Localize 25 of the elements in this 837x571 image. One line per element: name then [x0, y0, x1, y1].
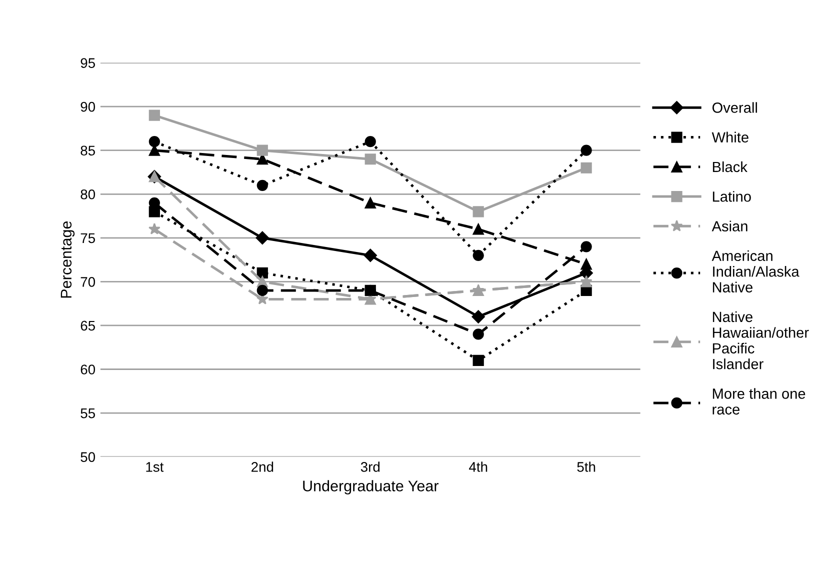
legend-label: Native Hawaiian/other Pacific Islander	[712, 311, 809, 370]
y-tick-label: 95	[80, 58, 95, 68]
legend-label: White	[712, 132, 748, 143]
x-tick-label: 3rd	[360, 462, 380, 472]
y-tick-label: 75	[80, 233, 95, 244]
y-tick-label: 70	[80, 277, 96, 287]
x-tick-label: 1st	[146, 462, 164, 472]
x-tick-label: 4th	[469, 462, 488, 472]
x-axis-title: Undergraduate Year	[303, 480, 439, 494]
legend-label: Black	[712, 161, 748, 172]
y-tick-label: 55	[80, 408, 95, 418]
y-axis-title: Percentage	[60, 221, 75, 298]
legend-label: More than one race	[712, 388, 806, 415]
legend-label: American Indian/Alaska Native	[712, 250, 800, 292]
y-tick-label: 65	[80, 320, 95, 331]
legend-label: Asian	[712, 220, 748, 232]
x-tick-label: 2nd	[252, 462, 274, 472]
y-tick-label: 85	[80, 146, 95, 156]
y-tick-label: 80	[80, 189, 96, 200]
y-tick-label: 50	[80, 452, 96, 462]
y-tick-label: 90	[80, 102, 96, 112]
y-tick-label: 60	[80, 364, 96, 374]
x-tick-label: 5th	[577, 462, 596, 472]
legend-label: Overall	[712, 102, 757, 113]
legend-label: Latino	[712, 191, 751, 202]
